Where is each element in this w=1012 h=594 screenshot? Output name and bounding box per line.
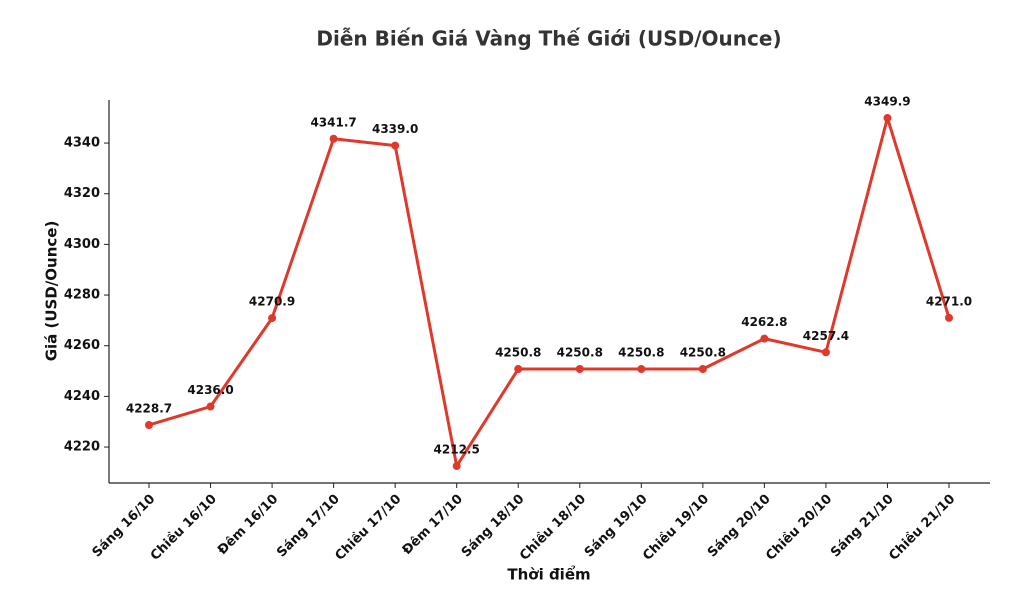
value-label: 4212.5 <box>434 443 480 457</box>
x-tick-label: Đêm 17/10 <box>400 492 466 558</box>
point <box>268 314 277 323</box>
x-tick-label: Sáng 16/10 <box>90 492 159 561</box>
point <box>575 365 584 374</box>
point <box>760 334 769 343</box>
value-label: 4271.0 <box>926 294 972 308</box>
value-label: 4339.0 <box>372 122 418 136</box>
value-label: 4270.9 <box>249 295 295 309</box>
point <box>329 134 338 143</box>
value-label: 4341.7 <box>310 115 356 129</box>
value-label: 4262.8 <box>741 315 787 329</box>
x-axis-label: Thời điểm <box>507 565 590 584</box>
point <box>883 113 892 122</box>
x-tick-label: Chiều 18/10 <box>517 492 589 564</box>
point <box>945 313 953 322</box>
x-tick-label: Sáng 18/10 <box>459 492 528 561</box>
point <box>391 141 400 150</box>
point <box>452 462 461 471</box>
chart-title: Diễn Biến Giá Vàng Thế Giới (USD/Ounce) <box>316 27 781 51</box>
x-tick-label: Sáng 20/10 <box>705 492 774 561</box>
value-label: 4257.4 <box>803 329 849 343</box>
y-tick-label: 4320 <box>64 186 100 201</box>
value-label: 4349.9 <box>864 94 910 108</box>
y-tick-label: 4340 <box>64 136 100 151</box>
x-tick-label: Sáng 21/10 <box>828 492 897 561</box>
point <box>698 365 707 374</box>
value-label: 4236.0 <box>187 383 233 397</box>
point <box>821 348 830 357</box>
x-tick-label: Sáng 19/10 <box>582 492 651 561</box>
value-label: 4250.8 <box>557 346 603 360</box>
line <box>148 116 951 468</box>
x-tick-label: Chiều 20/10 <box>763 492 835 564</box>
point <box>637 365 646 374</box>
y-tick-label: 4240 <box>64 389 100 404</box>
x-tick-label: Chiều 16/10 <box>148 492 220 564</box>
value-label: 4250.8 <box>495 346 541 360</box>
point <box>145 420 153 429</box>
point <box>206 402 215 411</box>
y-tick-label: 4300 <box>64 237 100 252</box>
x-tick-label: Chiều 17/10 <box>332 492 404 564</box>
y-axis-label: Giá (USD/Ounce) <box>43 221 61 362</box>
value-label: 4228.7 <box>126 401 172 415</box>
value-label: 4250.8 <box>680 346 726 360</box>
y-tick-label: 4280 <box>64 288 100 303</box>
x-tick-label: Đêm 16/10 <box>215 492 281 558</box>
y-tick-label: 4220 <box>64 440 100 455</box>
y-tick-label: 4260 <box>64 338 100 353</box>
x-tick-label: Chiều 21/10 <box>886 492 958 564</box>
x-tick-label: Chiều 19/10 <box>640 492 712 564</box>
x-tick-label: Sáng 17/10 <box>274 492 343 561</box>
value-label: 4250.8 <box>618 346 664 360</box>
point <box>514 365 523 374</box>
